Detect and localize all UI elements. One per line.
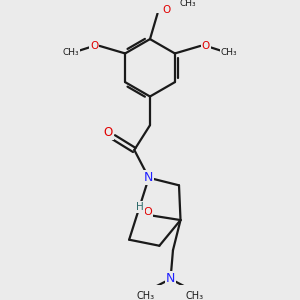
Text: CH₃: CH₃ xyxy=(62,48,79,57)
Text: O: O xyxy=(163,5,171,15)
Text: O: O xyxy=(90,41,98,51)
Text: CH₃: CH₃ xyxy=(179,0,196,8)
Text: N: N xyxy=(144,171,154,184)
Text: CH₃: CH₃ xyxy=(136,291,154,300)
Text: CH₃: CH₃ xyxy=(221,48,238,57)
Text: O: O xyxy=(202,41,210,51)
Text: H: H xyxy=(136,202,144,212)
Text: CH₃: CH₃ xyxy=(186,291,204,300)
Text: N: N xyxy=(166,272,175,286)
Text: O: O xyxy=(144,207,153,217)
Text: O: O xyxy=(104,126,113,139)
